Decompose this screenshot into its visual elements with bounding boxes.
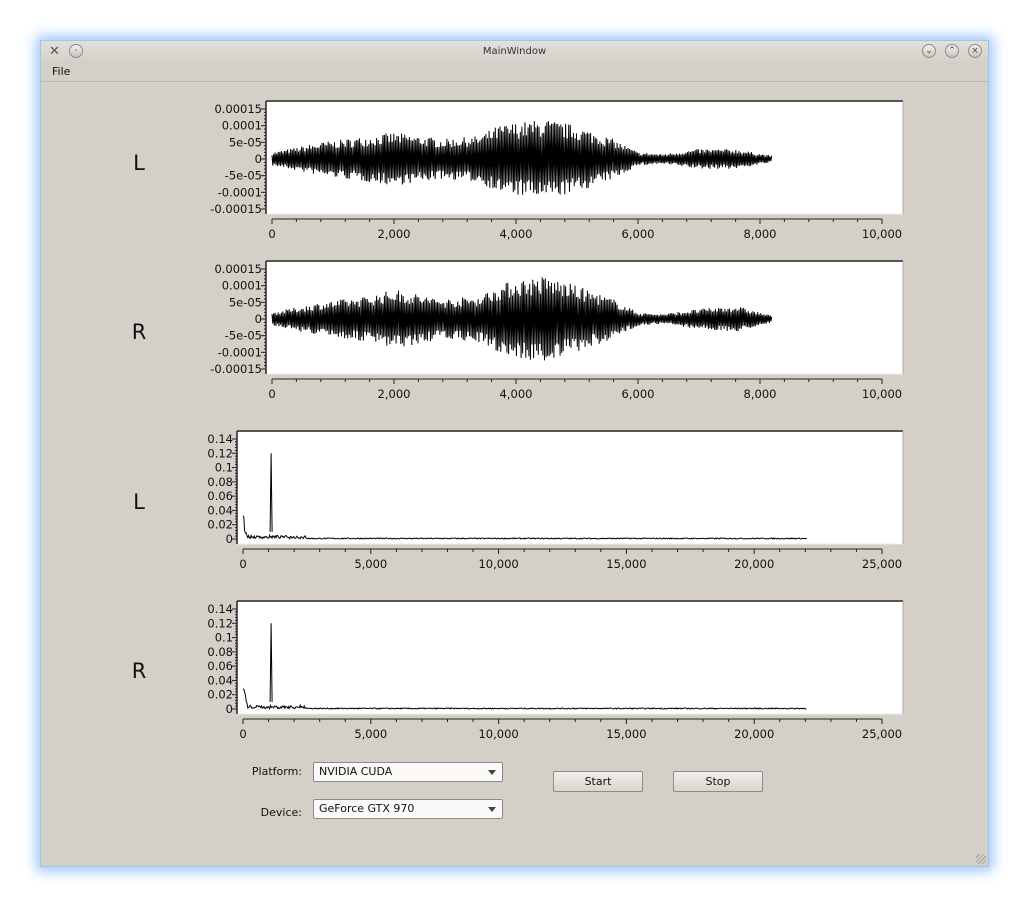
plot-area (237, 601, 903, 714)
y-tick-label: 5e-05 (229, 135, 262, 149)
y-tick-label: 0.0001 (222, 279, 262, 293)
y-tick-label: -0.00015 (210, 362, 262, 376)
y-tick-label: 0.08 (207, 645, 233, 659)
window-title: MainWindow (482, 46, 547, 57)
x-tick-label: 25,000 (862, 727, 902, 741)
y-tick-label: 0.02 (207, 518, 233, 532)
series-trace (271, 277, 773, 361)
resize-grip[interactable] (976, 854, 986, 864)
menu-file[interactable]: File (52, 65, 71, 78)
y-tick-label: 0 (255, 312, 262, 326)
series-trace (271, 121, 773, 195)
x-tick-label: 15,000 (606, 557, 646, 571)
app-tools-icon[interactable]: ✕ (49, 44, 60, 59)
x-tick-label: 4,000 (500, 387, 533, 401)
spectrum-left-label: L (133, 490, 145, 514)
y-tick-label: 5e-05 (229, 295, 262, 309)
window-menu-icon[interactable]: · (69, 44, 83, 58)
platform-label: Platform: (251, 765, 302, 778)
y-tick-label: -0.00015 (210, 202, 262, 216)
x-tick-label: 2,000 (378, 227, 411, 241)
y-tick-label: 0.12 (207, 446, 233, 460)
x-tick-label: 8,000 (744, 227, 777, 241)
series-trace (242, 623, 807, 711)
y-tick-label: 0.14 (207, 432, 233, 446)
y-tick-label: 0.1 (215, 461, 233, 475)
series-trace (242, 453, 807, 541)
platform-select[interactable]: NVIDIA CUDA (313, 762, 503, 782)
x-tick-label: 20,000 (734, 557, 774, 571)
menu-bar: File (41, 63, 988, 82)
start-button[interactable]: Start (553, 771, 643, 792)
y-tick-label: 0.06 (207, 659, 233, 673)
x-tick-label: 5,000 (354, 727, 387, 741)
x-tick-label: 10,000 (478, 727, 518, 741)
y-tick-label: 0.12 (207, 616, 233, 630)
x-tick-label: 20,000 (734, 727, 774, 741)
minimize-icon[interactable]: ⌄ (922, 44, 936, 58)
waveform-right-plot: 0.00015 0.0001 5e-05 0 -5e-05 -0.0001 -0.00015… (210, 260, 904, 401)
waveform-left-plot: 0.00015 0.0001 5e-05 0 -5e-05 -0.0001 -0.00015… (210, 100, 904, 241)
y-tick-label: 0 (255, 152, 262, 166)
x-tick-label: 5,000 (354, 557, 387, 571)
stop-button[interactable]: Stop (673, 771, 763, 792)
x-tick-label: 10,000 (478, 557, 518, 571)
x-tick-label: 6,000 (622, 387, 655, 401)
y-tick-label: 0.08 (207, 475, 233, 489)
waveform-right-label: R (131, 320, 147, 344)
y-tick-label: -0.0001 (218, 185, 262, 199)
x-tick-label: 0 (239, 727, 246, 741)
plots-canvas: 0.000150.00015e-050-5e-05-0.0001-0.00015… (207, 100, 904, 741)
plot-area (237, 431, 903, 544)
y-tick-label: 0 (226, 532, 233, 546)
maximize-icon[interactable]: ⌃ (945, 44, 959, 58)
y-tick-label: 0.1 (215, 631, 233, 645)
y-tick-label: 0.14 (207, 602, 233, 616)
device-select[interactable]: GeForce GTX 970 (313, 799, 503, 819)
chevron-down-icon (488, 770, 496, 775)
y-tick-label: 0.06 (207, 489, 233, 503)
device-select-value: GeForce GTX 970 (319, 802, 415, 815)
x-tick-label: 0 (239, 557, 246, 571)
x-tick-label: 10,000 (862, 387, 902, 401)
y-tick-label: 0.0001 (222, 119, 262, 133)
x-tick-label: 10,000 (862, 227, 902, 241)
y-tick-label: 0.04 (207, 673, 233, 687)
y-tick-label: 0.02 (207, 688, 233, 702)
y-tick-label: -0.0001 (218, 345, 262, 359)
x-tick-label: 0 (268, 227, 275, 241)
y-tick-label: 0.04 (207, 503, 233, 517)
main-window: ✕ · MainWindow ⌄ ⌃ × File L R L R 0.0001… (40, 40, 989, 867)
x-tick-label: 0 (268, 387, 275, 401)
y-tick-label: 0 (226, 702, 233, 716)
chevron-down-icon (488, 807, 496, 812)
y-tick-label: -5e-05 (225, 169, 262, 183)
x-tick-label: 4,000 (500, 227, 533, 241)
y-tick-label: 0.00015 (214, 102, 262, 116)
title-bar[interactable]: ✕ · MainWindow ⌄ ⌃ × (41, 41, 988, 63)
x-tick-label: 15,000 (606, 727, 646, 741)
close-icon[interactable]: × (968, 44, 982, 58)
platform-select-value: NVIDIA CUDA (319, 765, 393, 778)
y-tick-label: -5e-05 (225, 329, 262, 343)
x-tick-label: 6,000 (622, 227, 655, 241)
x-tick-label: 25,000 (862, 557, 902, 571)
y-tick-label: 0.00015 (214, 262, 262, 276)
x-tick-label: 8,000 (744, 387, 777, 401)
spectrum-right-label: R (131, 659, 147, 683)
x-tick-label: 2,000 (378, 387, 411, 401)
waveform-left-label: L (133, 151, 145, 175)
device-label: Device: (260, 806, 302, 819)
